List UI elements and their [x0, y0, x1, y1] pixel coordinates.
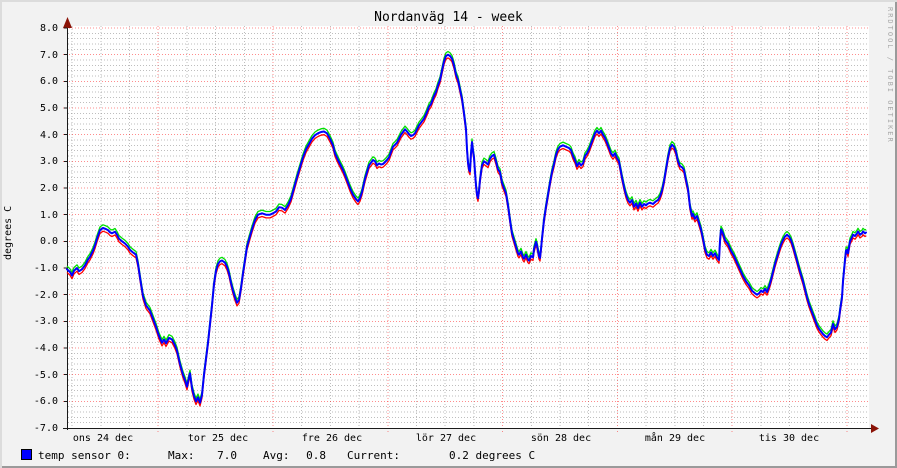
- x-axis-arrow: [871, 424, 879, 433]
- legend-avg-value: 0.8: [306, 449, 326, 462]
- legend-current-label: Current:: [347, 449, 400, 462]
- legend-avg-label: Avg:: [263, 449, 290, 462]
- x-axis-day-label: ons 24 dec: [72, 433, 134, 444]
- y-axis-tick-label: -2.0: [33, 289, 58, 301]
- y-axis-tick-label: 8.0: [39, 23, 58, 34]
- y-axis-tick-label: -5.0: [33, 369, 58, 381]
- y-axis-tick-label: -3.0: [33, 316, 58, 328]
- x-axis-day-label: tis 30 dec: [758, 433, 820, 444]
- y-axis-tick-label: -6.0: [33, 396, 58, 408]
- y-axis-tick-label: 4.0: [39, 129, 58, 141]
- legend-current-value: 0.2 degrees C: [449, 449, 536, 462]
- legend-max-value: 7.0: [217, 449, 237, 462]
- y-axis-tick-label: 5.0: [39, 103, 58, 114]
- legend-color-swatch: [21, 449, 32, 460]
- x-axis-day-label: lör 27 dec: [415, 433, 477, 444]
- y-axis-label: degrees C: [3, 205, 14, 260]
- x-axis-day-label: sön 28 dec: [530, 433, 592, 444]
- y-axis-tick-label: 0.0: [39, 236, 58, 248]
- legend-max-label: Max:: [168, 449, 195, 462]
- y-axis-tick-label: -1.0: [33, 263, 58, 274]
- y-axis-tick-label: -4.0: [33, 343, 58, 354]
- y-axis-tick-label: 7.0: [39, 49, 58, 61]
- rrdtool-watermark: RRDTOOL / TOBI OETIKER: [886, 7, 894, 144]
- x-axis-day-label: tor 25 dec: [187, 433, 249, 444]
- x-axis-day-label: fre 26 dec: [301, 433, 363, 444]
- chart-title: Nordanväg 14 - week: [374, 10, 523, 25]
- y-axis-arrow: [63, 17, 72, 28]
- y-axis-tick-label: 1.0: [39, 209, 58, 221]
- plot-background: [67, 26, 869, 428]
- y-axis-tick-label: -7.0: [33, 423, 58, 434]
- legend-series-label: temp sensor 0:: [38, 449, 131, 462]
- y-axis-tick-label: 2.0: [39, 183, 58, 194]
- y-axis-tick-label: 3.0: [39, 156, 58, 168]
- temperature-avg-line: [66, 53, 867, 404]
- x-axis-day-label: mån 29 dec: [644, 433, 706, 444]
- y-axis-tick-label: 6.0: [39, 76, 58, 88]
